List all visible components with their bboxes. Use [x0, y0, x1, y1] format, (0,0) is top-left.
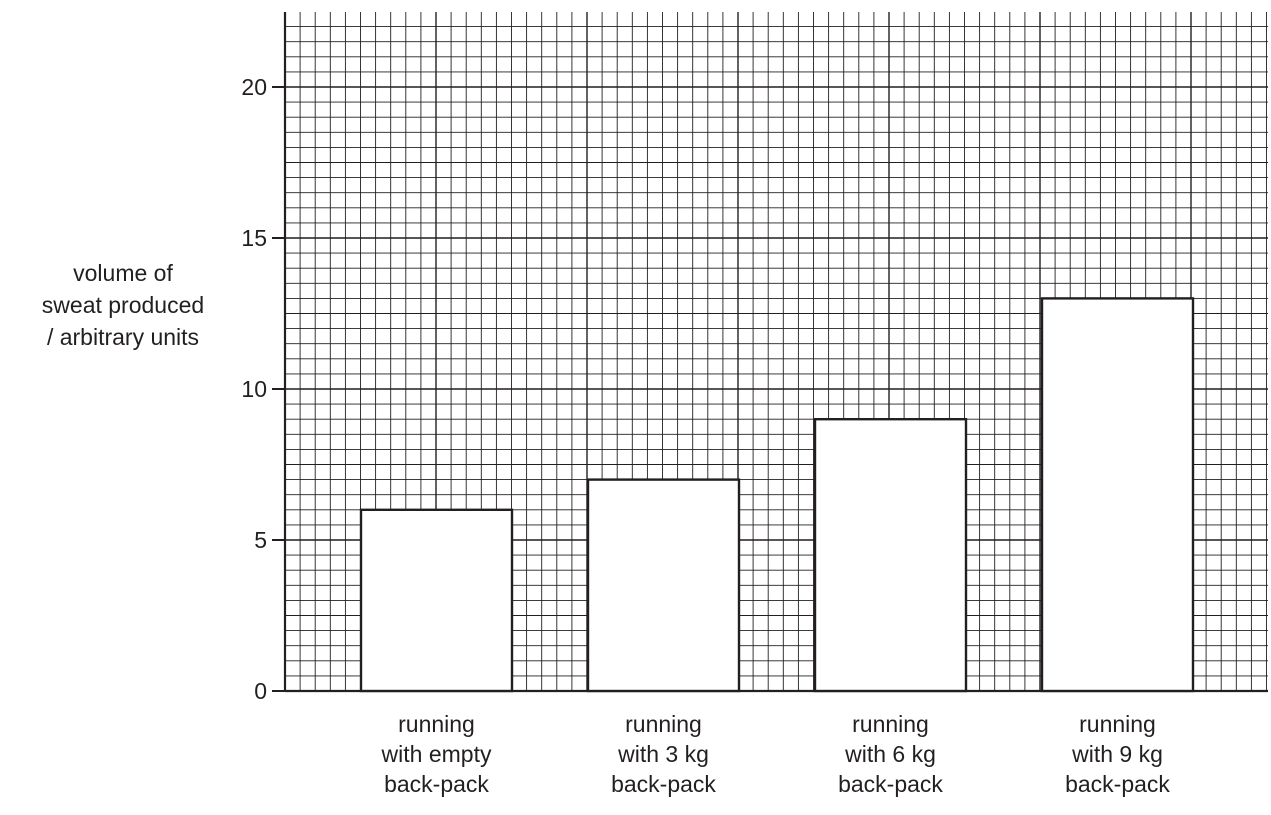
bar-4	[1040, 297, 1195, 693]
y-axis-label: volume of sweat produced / arbitrary units	[42, 260, 204, 350]
y-tick-label: 15	[241, 225, 267, 251]
y-axis-ticks: 0 5 10 15 20	[241, 74, 285, 704]
bar-1	[359, 508, 514, 693]
bars	[359, 297, 1195, 693]
x-category-label: running with 6 kg back-pack	[838, 711, 943, 797]
x-category-label: running with empty back-pack	[381, 711, 492, 797]
y-tick-label: 5	[254, 527, 267, 553]
y-tick-label: 20	[241, 74, 267, 100]
bar-3	[813, 418, 968, 693]
x-category-label: running with 9 kg back-pack	[1065, 711, 1170, 797]
x-axis-category-labels: running with empty back-pack running with 3 …	[381, 711, 1171, 797]
bar-2	[586, 478, 741, 693]
y-axis-title: volume of sweat produced / arbitrary units	[42, 260, 204, 350]
y-tick-label: 10	[241, 376, 267, 402]
y-tick-label: 0	[254, 678, 267, 704]
x-category-label: running with 3 kg back-pack	[611, 711, 716, 797]
